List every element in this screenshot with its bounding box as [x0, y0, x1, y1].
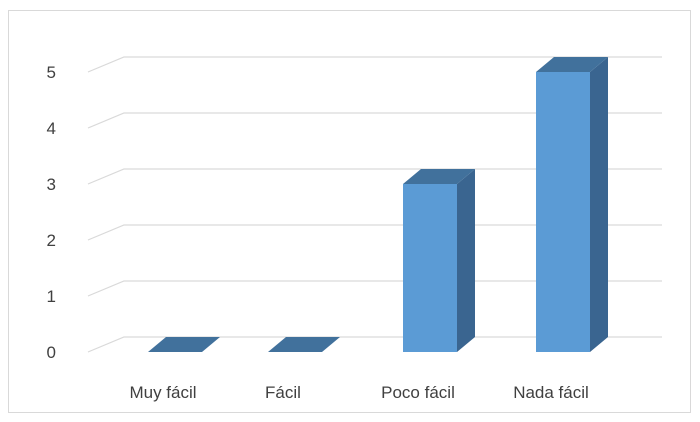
gridline [87, 336, 662, 353]
x-category-label: Muy fácil [129, 383, 196, 402]
bar-top [403, 169, 475, 184]
y-axis-ticks: 0 1 2 3 4 5 [47, 63, 56, 362]
y-tick-label: 2 [47, 231, 56, 250]
bar-top [268, 337, 340, 352]
y-tick-label: 3 [47, 175, 56, 194]
bar-top [536, 57, 608, 72]
gridline [87, 224, 662, 241]
bar [536, 57, 608, 352]
y-tick-label: 5 [47, 63, 56, 82]
gridline [87, 56, 662, 73]
bar-side [590, 57, 608, 352]
y-tick-label: 4 [47, 119, 56, 138]
gridline [87, 112, 662, 129]
bar [403, 169, 475, 352]
bars [148, 57, 608, 352]
gridline [87, 168, 662, 185]
y-tick-label: 0 [47, 343, 56, 362]
x-category-label: Fácil [265, 383, 301, 402]
bar-front [536, 72, 590, 352]
x-axis-labels: Muy fácil Fácil Poco fácil Nada fácil [129, 383, 588, 402]
bar-side [457, 169, 475, 352]
bar-top [148, 337, 220, 352]
y-tick-label: 1 [47, 287, 56, 306]
gridlines [87, 56, 662, 353]
bar [268, 337, 340, 352]
x-category-label: Nada fácil [513, 383, 589, 402]
gridline [87, 280, 662, 297]
bar [148, 337, 220, 352]
bar-front [403, 184, 457, 352]
x-category-label: Poco fácil [381, 383, 455, 402]
